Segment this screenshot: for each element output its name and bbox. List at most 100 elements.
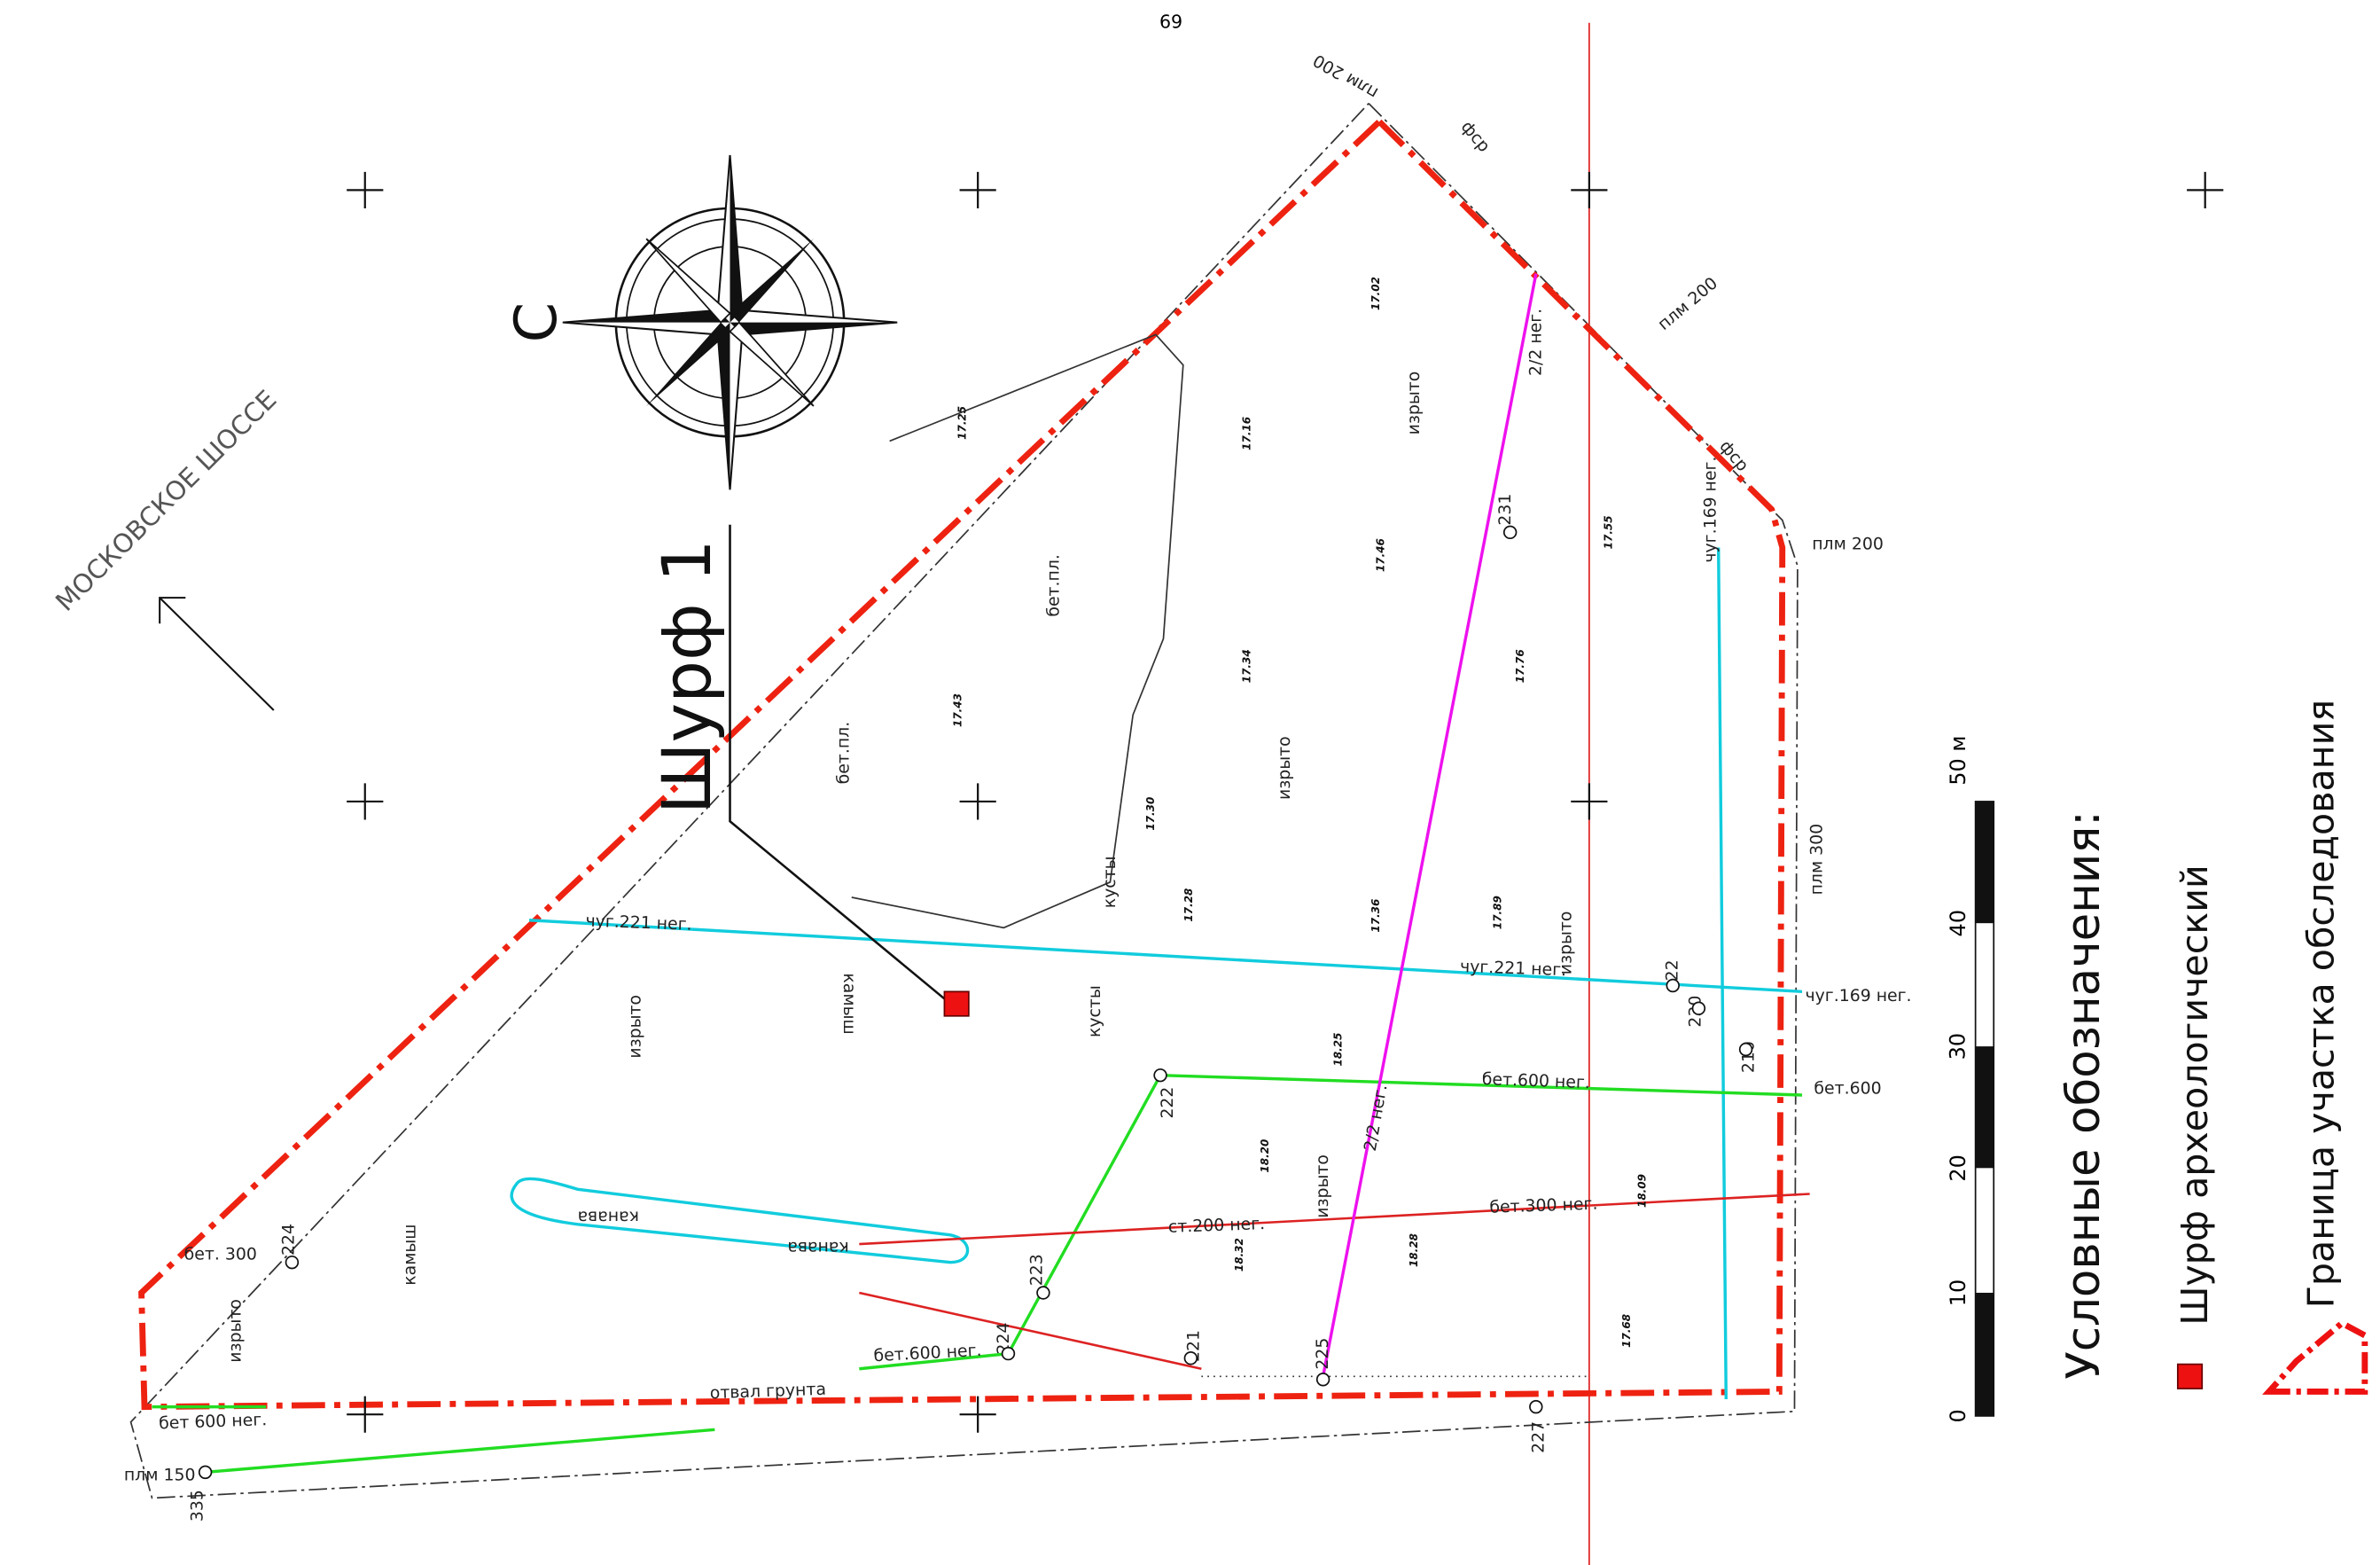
well [1740, 1044, 1752, 1056]
map-label: бет.пл. [834, 722, 854, 785]
scale-tick-label: 40 [1946, 910, 1970, 937]
compass-rose [563, 155, 897, 489]
well [1530, 1401, 1542, 1413]
elevation-label: 17.43 [951, 693, 964, 727]
legend-title: Условные обозначения: [2057, 810, 2111, 1379]
map-label: 223 [1027, 1254, 1047, 1286]
well [1317, 1373, 1330, 1386]
well [1184, 1352, 1197, 1365]
well [286, 1256, 299, 1269]
map-label: изрыто [1313, 1154, 1332, 1218]
map-label: бет.300 нег. [1489, 1194, 1598, 1217]
map-label: отвал грунта [709, 1380, 826, 1404]
area-outline [852, 334, 1183, 927]
map-label: 22 [1663, 959, 1682, 981]
grid-cross [1571, 172, 1607, 208]
map-label: изрыто [1404, 372, 1424, 435]
legend-pit-icon [2178, 1365, 2202, 1389]
elevation-label: 17.02 [1369, 277, 1382, 310]
legend-item: Граница участка обследования [2300, 700, 2343, 1308]
map-label: бет 600 нег. [159, 1410, 268, 1433]
elevation-label: 17.30 [1144, 797, 1157, 831]
map-label: плм 200 [1812, 535, 1884, 554]
well [1504, 526, 1517, 538]
map-label: 2/2 нег. [1526, 309, 1545, 376]
elevation-label: 18.25 [1331, 1033, 1344, 1067]
elevation-label: 17.36 [1369, 899, 1382, 933]
map-label: изрыто [1557, 912, 1576, 975]
map-label: плм 200 [1310, 51, 1382, 103]
map-label: бет.600 нег. [873, 1341, 982, 1365]
map-label: 231 [1495, 494, 1515, 526]
map-label: изрыто [1275, 736, 1294, 800]
map-label: чуг.169 нег. [1701, 457, 1721, 563]
map-label: чуг.221 нег. [1460, 957, 1567, 980]
well [1666, 980, 1679, 992]
map-label: камыш [839, 973, 859, 1034]
elevation-label: 17.34 [1240, 649, 1252, 683]
map-label: ст.200 нег. [1168, 1214, 1266, 1237]
legend-item: Шурф археологический [2173, 865, 2216, 1325]
elevation-label: 18.20 [1259, 1139, 1271, 1173]
grid-cross [347, 172, 383, 208]
well [1154, 1069, 1167, 1082]
map-label: бет.600 нег. [1481, 1069, 1590, 1092]
map-label: 2/2 нег. [1361, 1083, 1392, 1153]
elevation-label: 18.32 [1233, 1238, 1245, 1272]
map-label: чуг.221 нег. [585, 912, 692, 935]
scale-unit: 50 м [1946, 735, 1970, 785]
scale-segment [1976, 802, 1994, 923]
scale-tick-label: 10 [1946, 1279, 1970, 1307]
scale-tick-label: 30 [1946, 1033, 1970, 1060]
well [1693, 1002, 1705, 1014]
pit-marker [944, 991, 968, 1015]
map-label: бет. 300 [184, 1245, 257, 1264]
map-label: изрыто [626, 995, 645, 1059]
steel-pipe [859, 1193, 1809, 1244]
map-label: 227 [1529, 1421, 1549, 1453]
elevation-label: 18.09 [1635, 1174, 1648, 1208]
map-label: плм 200 [1654, 273, 1721, 334]
elevation-label: 17.76 [1514, 649, 1526, 683]
grid-cross [960, 783, 996, 819]
elevation-label: 17.46 [1374, 538, 1386, 572]
well [1037, 1287, 1050, 1299]
concrete-pipe [206, 1429, 715, 1472]
map-label: фср [1457, 117, 1494, 156]
well [199, 1467, 212, 1479]
map-label: изрыто [225, 1299, 245, 1363]
grid-cross [347, 783, 383, 819]
scale-tick-label: 20 [1946, 1154, 1970, 1182]
pit-label: Шурф 1 [648, 539, 726, 814]
map-label: 222 [1158, 1087, 1177, 1119]
map-label: 225 [1313, 1338, 1332, 1370]
map-label: кусты [1085, 985, 1104, 1037]
scale-tick-label: 0 [1946, 1409, 1970, 1422]
map-label: бет.600 [1814, 1079, 1881, 1099]
cast-iron-pipe [1719, 547, 1727, 1399]
elevation-label: 17.25 [956, 406, 969, 440]
road-label: МОСКОВСКОЕ ШОССЕ [50, 384, 282, 616]
map-label: фср [1715, 436, 1752, 475]
map-label: камыш [401, 1224, 420, 1285]
north-label: С [503, 302, 570, 343]
elevation-label: 17.55 [1603, 515, 1615, 549]
map-label: бет.пл. [1043, 554, 1063, 617]
scale-segment [1976, 1046, 1994, 1168]
map-label: плм 150 [124, 1465, 196, 1484]
survey-map: С Шурф 1 МОСКОВСКОЕ ШОССЕ 69 50 м Условн… [0, 0, 2380, 1565]
elevation-label: 18.28 [1408, 1233, 1420, 1267]
grid-cross [960, 172, 996, 208]
map-label: чуг.169 нег. [1806, 986, 1912, 1006]
cast-iron-pipe [529, 920, 1802, 992]
elevation-label: 17.28 [1182, 888, 1195, 922]
grid-cross [2187, 172, 2223, 208]
map-label: 335 [188, 1490, 207, 1522]
map-label: плм 300 [1807, 824, 1827, 896]
page-number: 69 [1159, 12, 1182, 33]
scale-segment [1976, 1293, 1994, 1416]
grid-cross [1571, 783, 1607, 819]
elevation-label: 17.68 [1620, 1314, 1633, 1348]
map-label: 224 [278, 1224, 298, 1256]
page: {"page_number":"69","road_label":"МОСКОВ… [0, 0, 2380, 1565]
